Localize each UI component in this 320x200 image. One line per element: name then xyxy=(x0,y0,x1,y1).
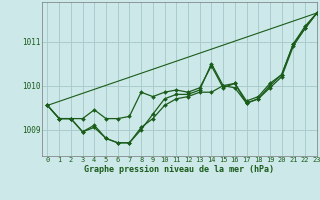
X-axis label: Graphe pression niveau de la mer (hPa): Graphe pression niveau de la mer (hPa) xyxy=(84,165,274,174)
